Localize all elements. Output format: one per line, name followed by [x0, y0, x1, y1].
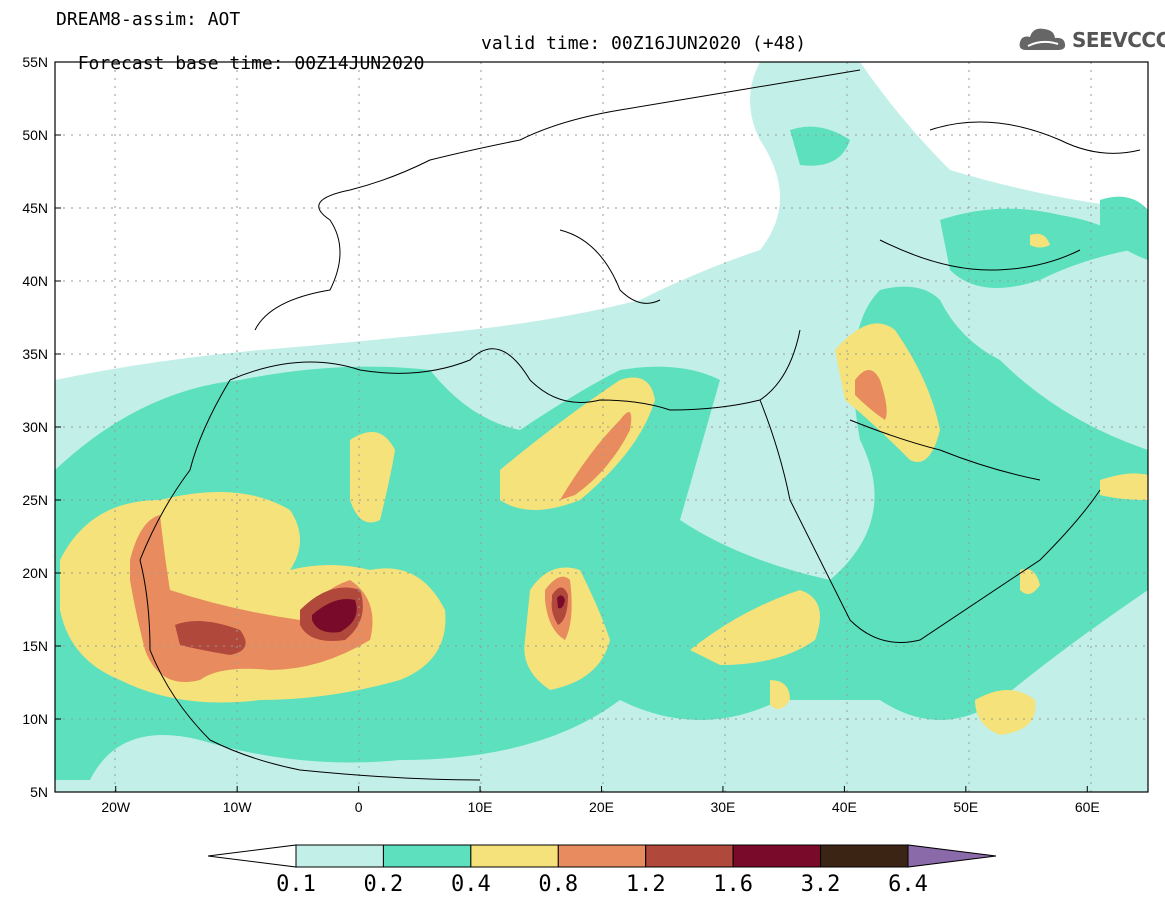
- lon-label: 0: [355, 799, 363, 815]
- lat-label: 35N: [22, 346, 48, 362]
- colorbar-segment: [645, 844, 734, 868]
- colorbar-segment: [732, 844, 822, 868]
- lon-label: 20E: [589, 799, 614, 815]
- colorbar-high-arrow: [907, 844, 997, 868]
- lat-label: 30N: [22, 419, 48, 435]
- lon-label: 60E: [1075, 799, 1100, 815]
- colorbar-segment: [295, 844, 384, 868]
- lat-label: 5N: [30, 784, 48, 800]
- lat-label: 45N: [22, 200, 48, 216]
- colorbar-segment: [557, 844, 647, 868]
- lat-label: 15N: [22, 638, 48, 654]
- lon-label: 40E: [832, 799, 857, 815]
- coastlines: [139, 69, 1141, 781]
- colorbar-segment: [382, 844, 472, 868]
- lat-label: 20N: [22, 565, 48, 581]
- valid-time: valid time: 00Z16JUN2020 (+48): [481, 33, 807, 54]
- aot-field: [55, 62, 1148, 792]
- lat-label: 50N: [22, 127, 48, 143]
- lat-label: 25N: [22, 492, 48, 508]
- lat-label: 55N: [22, 54, 48, 70]
- colorbar-label: 0.2: [363, 872, 404, 897]
- lon-label: 50E: [953, 799, 978, 815]
- colorbar-label: 1.6: [713, 872, 754, 897]
- colorbar-low-arrow: [207, 844, 297, 868]
- colorbar-label: 1.2: [625, 872, 666, 897]
- seevccc-logo: SEEVCCC: [1018, 24, 1165, 54]
- graticule: [55, 62, 1148, 792]
- colorbar-segment: [470, 844, 559, 868]
- lat-label: 10N: [22, 711, 48, 727]
- colorbar: [207, 844, 997, 868]
- forecast-times: Forecast base time: 00Z14JUN2020 valid t…: [56, 34, 806, 94]
- lon-label: 20W: [101, 799, 131, 815]
- colorbar-label: 0.8: [538, 872, 579, 897]
- lon-label: 10E: [468, 799, 493, 815]
- map-title: DREAM8-assim: AOT: [56, 9, 241, 30]
- lon-label: 30E: [710, 799, 735, 815]
- colorbar-label: 3.2: [800, 872, 841, 897]
- cloud-icon: [1019, 28, 1066, 50]
- colorbar-label: 0.1: [276, 872, 316, 897]
- logo-text: SEEVCCC: [1072, 28, 1165, 52]
- colorbar-segment: [820, 844, 909, 868]
- colorbar-label: 0.4: [450, 872, 491, 897]
- lon-label: 10W: [223, 799, 253, 815]
- lat-label: 40N: [22, 273, 48, 289]
- colorbar-label: 6.4: [888, 872, 928, 897]
